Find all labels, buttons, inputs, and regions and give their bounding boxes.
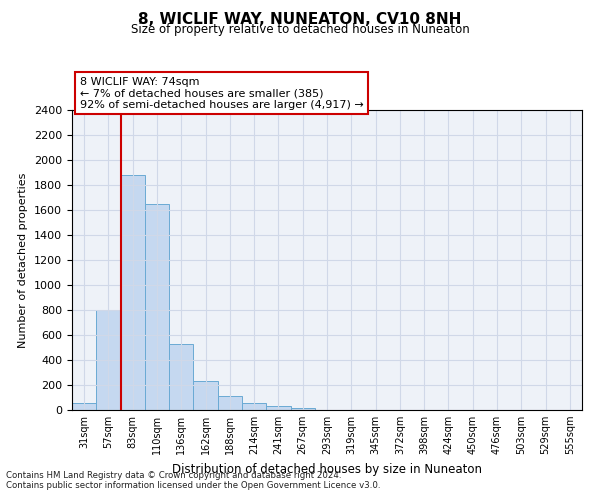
Text: Contains HM Land Registry data © Crown copyright and database right 2024.: Contains HM Land Registry data © Crown c… [6,470,341,480]
Bar [96,310,121,410]
Text: 8 WICLIF WAY: 74sqm
← 7% of detached houses are smaller (385)
92% of semi-detach: 8 WICLIF WAY: 74sqm ← 7% of detached hou… [80,77,364,110]
Text: 8, WICLIF WAY, NUNEATON, CV10 8NH: 8, WICLIF WAY, NUNEATON, CV10 8NH [139,12,461,28]
X-axis label: Distribution of detached houses by size in Nuneaton: Distribution of detached houses by size … [172,462,482,475]
Bar [121,175,145,410]
Bar [290,408,315,410]
Y-axis label: Number of detached properties: Number of detached properties [19,172,28,348]
Text: Contains public sector information licensed under the Open Government Licence v3: Contains public sector information licen… [6,480,380,490]
Bar [266,406,290,410]
Bar [169,344,193,410]
Bar [193,380,218,410]
Bar [218,396,242,410]
Bar [72,403,96,410]
Text: Size of property relative to detached houses in Nuneaton: Size of property relative to detached ho… [131,22,469,36]
Bar [242,403,266,410]
Bar [145,204,169,410]
